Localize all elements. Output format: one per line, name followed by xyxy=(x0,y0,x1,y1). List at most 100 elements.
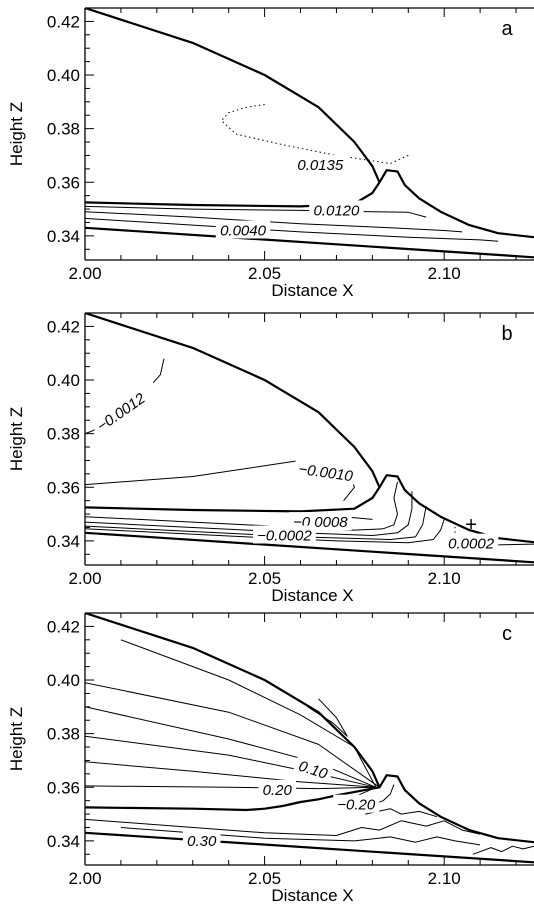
boundary-curve xyxy=(85,774,534,844)
y-tick-label: 0.38 xyxy=(47,120,80,139)
contour-label-group: −0.20 xyxy=(333,794,380,814)
x-tick-label: 2.05 xyxy=(248,569,281,588)
boundary-curve xyxy=(85,313,381,488)
boundary-curve xyxy=(85,531,534,564)
contour-label-group: 0.20 xyxy=(258,779,296,799)
contour-label: 0.10 xyxy=(296,758,330,783)
y-tick-label: 0.42 xyxy=(47,617,80,636)
contour-line xyxy=(85,481,398,531)
boundary-curve xyxy=(85,613,381,788)
y-tick-label: 0.40 xyxy=(47,671,80,690)
boundary-curve xyxy=(85,226,534,259)
contour-label-group: −0.0002 xyxy=(253,525,316,545)
contour-line xyxy=(85,505,427,540)
contour-label-group: 0.0135 xyxy=(293,154,348,174)
contour-label-group: 0.10 xyxy=(292,754,335,784)
contour-line xyxy=(85,211,463,233)
contour-label-bg xyxy=(293,458,359,485)
x-tick-label: 2.10 xyxy=(428,264,461,283)
x-tick-label: 2.05 xyxy=(248,264,281,283)
x-tick-label: 2.10 xyxy=(428,569,461,588)
contour-label-group: −0.0010 xyxy=(293,458,359,486)
contour-label-bg xyxy=(443,533,499,552)
contour-line xyxy=(85,491,413,536)
contour-label-group: 0.0040 xyxy=(215,220,271,240)
contour-line xyxy=(85,682,380,788)
y-axis-title: Height Z xyxy=(7,407,26,471)
y-tick-label: 0.34 xyxy=(47,227,80,246)
contour-label: −0.0002 xyxy=(257,528,312,545)
contour-label-bg xyxy=(333,794,380,813)
contour-label: 0.30 xyxy=(187,833,217,850)
contour-line xyxy=(85,761,377,788)
panel-letter: c xyxy=(502,623,512,645)
contour-label: −0.0012 xyxy=(94,390,149,436)
contour-label-bg xyxy=(89,385,152,437)
contour-label: −0.0010 xyxy=(297,461,354,486)
y-tick-label: 0.36 xyxy=(47,778,80,797)
y-tick-label: 0.34 xyxy=(47,832,80,851)
contour-line xyxy=(221,104,409,164)
contour-line xyxy=(85,459,301,486)
panel-b: −0.0012−0.0010−0.0008−0.0002 0.0002+2.00 2… xyxy=(7,312,534,605)
x-axis-title: Distance X xyxy=(271,281,353,300)
contour-label-bg xyxy=(258,779,296,798)
boundary-curve xyxy=(85,8,381,183)
x-tick-label: 2.00 xyxy=(68,869,101,888)
y-axis-title: Height Z xyxy=(7,707,26,771)
contour-label-bg xyxy=(253,525,316,544)
y-tick-label: 0.42 xyxy=(47,12,80,31)
contour-line xyxy=(472,845,534,855)
contour-label: 0.0120 xyxy=(313,202,360,219)
x-tick-label: 2.10 xyxy=(428,869,461,888)
contour-label-group: 0.30 xyxy=(182,830,221,850)
boundary-curve xyxy=(85,474,534,544)
contour-line xyxy=(152,358,165,384)
x-tick-label: 2.00 xyxy=(68,264,101,283)
contour-line xyxy=(85,785,377,790)
y-tick-label: 0.40 xyxy=(47,66,80,85)
x-axis-title: Distance X xyxy=(271,886,353,905)
x-tick-label: 2.00 xyxy=(68,569,101,588)
y-tick-label: 0.42 xyxy=(47,317,80,336)
y-tick-label: 0.38 xyxy=(47,425,80,444)
contour-label: 0.0040 xyxy=(220,223,267,240)
panel-letter: a xyxy=(501,18,513,40)
plus-marker: + xyxy=(465,514,477,536)
contour-label: 0.0002 xyxy=(448,536,495,553)
contour-line xyxy=(85,706,377,788)
contour-label: −0.20 xyxy=(337,797,376,814)
plot-area xyxy=(85,613,534,864)
contour-label-bg xyxy=(293,154,348,173)
contour-label-group: 0.0002 xyxy=(443,533,499,553)
contour-label-bg xyxy=(292,754,335,784)
boundary-curve xyxy=(85,831,534,864)
contour-label-group: 0.0120 xyxy=(309,200,364,219)
panel-a: 0.0135 0.0120 0.0040 2.00 2.05 2.10 0.34 0.36 0.… xyxy=(7,7,534,300)
x-axis-title: Distance X xyxy=(271,586,353,605)
contour-label: 0.0135 xyxy=(297,157,344,174)
plot-area xyxy=(85,8,534,259)
contour-label-bg xyxy=(182,830,221,849)
contour-label-bg xyxy=(215,220,271,239)
y-tick-label: 0.36 xyxy=(47,478,80,497)
y-axis-title: Height Z xyxy=(7,102,26,166)
contour-label: 0.20 xyxy=(263,782,293,799)
panel-letter: b xyxy=(501,323,512,345)
x-tick-label: 2.05 xyxy=(248,869,281,888)
contour-line xyxy=(85,519,445,544)
contour-line xyxy=(365,808,438,818)
y-tick-label: 0.36 xyxy=(47,173,80,192)
contour-line xyxy=(85,735,377,788)
panel-c: 0.100.20 −0.20 0.30 2.00 2.05 2.10 0.34 0.36 0.3… xyxy=(7,612,534,905)
contour-label-bg xyxy=(309,200,364,219)
y-tick-label: 0.40 xyxy=(47,371,80,390)
contour-line xyxy=(120,639,377,788)
y-tick-label: 0.34 xyxy=(47,532,80,551)
contour-label-group: −0.0012 xyxy=(89,385,152,437)
contour-line xyxy=(85,205,427,218)
contour-line xyxy=(85,217,499,242)
contour-line xyxy=(120,827,481,846)
contour-line xyxy=(85,818,481,836)
y-tick-label: 0.38 xyxy=(47,725,80,744)
